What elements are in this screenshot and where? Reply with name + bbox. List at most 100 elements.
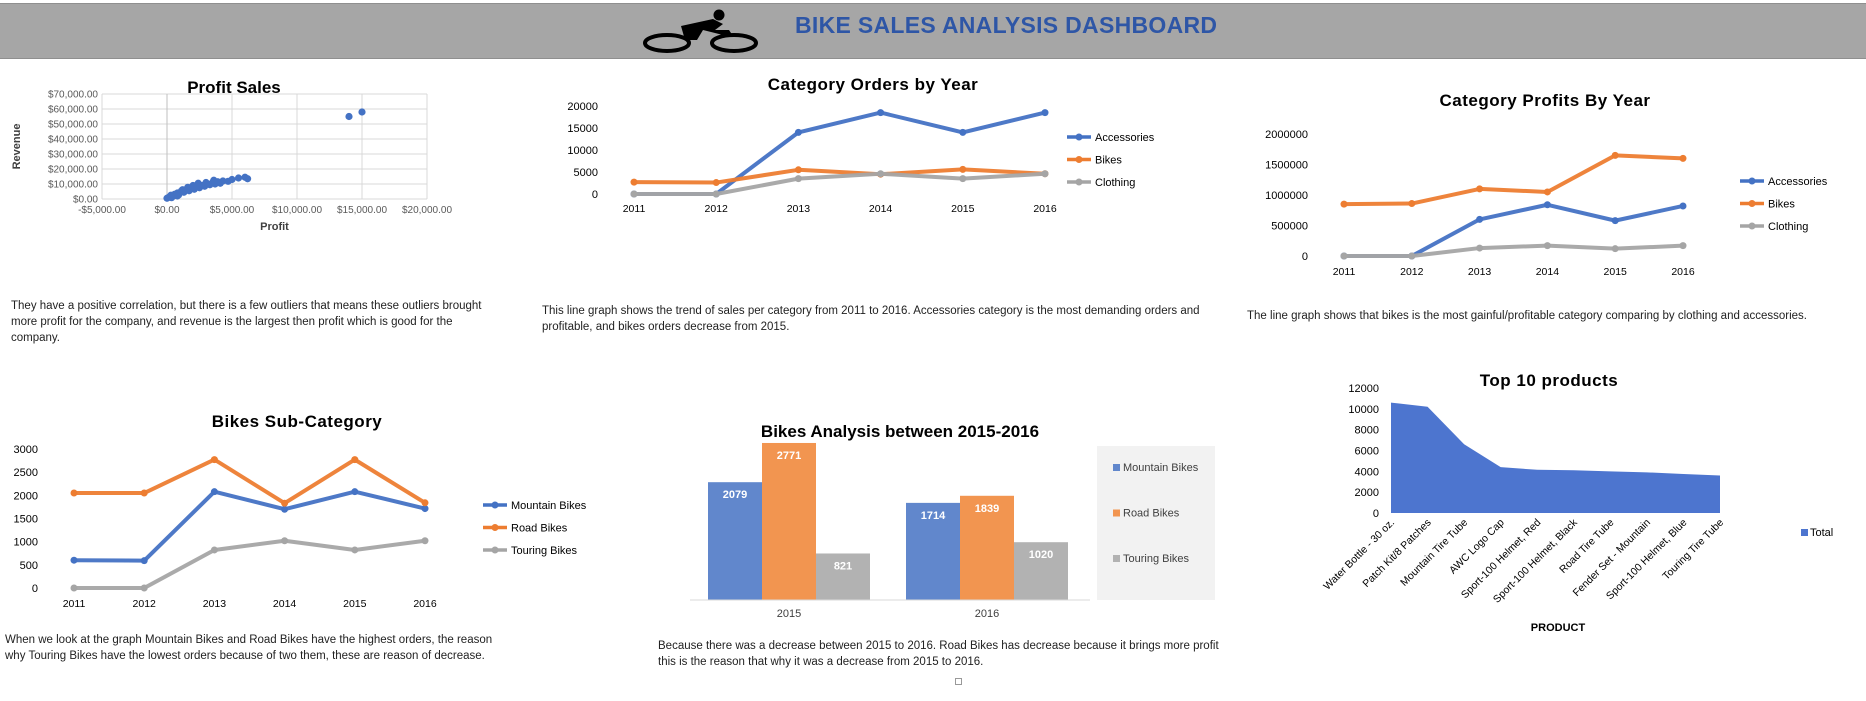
chart-title: Category Profits By Year <box>1439 91 1650 110</box>
series-marker <box>281 505 289 513</box>
series-marker <box>1543 188 1551 196</box>
x-tick-label: 2012 <box>133 598 157 610</box>
data-point <box>179 186 187 194</box>
y-tick-label: $30,000.00 <box>48 150 98 161</box>
data-point <box>358 108 366 116</box>
chart-title: Top 10 products <box>1480 371 1618 390</box>
series-marker <box>421 505 429 513</box>
x-tick-label: 2011 <box>623 203 646 215</box>
legend-label: Bikes <box>1768 199 1795 211</box>
bar <box>816 553 870 600</box>
x-tick-label: Patch Kit/8 Patches <box>1360 517 1433 590</box>
x-tick-label: 2011 <box>1333 266 1356 278</box>
legend-label: Touring Bikes <box>1123 553 1190 565</box>
category-profits-chart: Category Profits By Year 0 500000 1000000 15… <box>1265 91 1828 278</box>
legend-label: Total <box>1810 527 1833 539</box>
y-tick-label: $0.00 <box>73 195 98 206</box>
legend-label: Clothing <box>1095 177 1135 189</box>
series-marker <box>351 488 359 496</box>
series-marker <box>1476 185 1484 193</box>
y-tick-label: $40,000.00 <box>48 135 98 146</box>
x-tick-label: 2015 <box>1604 266 1628 278</box>
legend-label: Mountain Bikes <box>511 500 587 512</box>
series-marker <box>959 128 967 136</box>
series-marker <box>1340 200 1348 208</box>
y-tick-label: 0 <box>1302 251 1308 263</box>
y-tick-label: 2000 <box>1355 487 1379 499</box>
chart-title: Bikes Analysis between 2015-2016 <box>761 422 1039 441</box>
legend-marker <box>491 546 499 554</box>
x-tick-label: 2014 <box>869 203 893 215</box>
data-point <box>234 174 243 182</box>
x-tick-label: -$5,000.00 <box>78 205 126 216</box>
y-tick-label: 1500000 <box>1265 160 1308 172</box>
legend-swatch <box>1801 529 1808 536</box>
x-tick-label: 2013 <box>203 598 227 610</box>
x-tick-label: $0.00 <box>154 205 179 216</box>
legend-label: Mountain Bikes <box>1123 462 1199 474</box>
category-orders-description: This line graph shows the trend of sales… <box>542 305 1200 333</box>
selection-handle[interactable] <box>955 678 962 685</box>
bikes-subcategory-description: When we look at the graph Mountain Bikes… <box>5 634 493 662</box>
x-tick-label: 2016 <box>975 608 999 620</box>
bar <box>906 502 960 600</box>
x-tick-label: 2011 <box>63 598 86 610</box>
chart-title: Profit Sales <box>187 78 281 97</box>
data-point <box>219 177 227 185</box>
y-tick-label: 500 <box>20 560 38 572</box>
top-products-chart: Top 10 products 0 2000 4000 6000 8000 10000 120… <box>1321 371 1833 634</box>
series-marker <box>1611 151 1619 159</box>
legend-marker <box>491 524 499 531</box>
legend-label: Touring Bikes <box>511 545 578 557</box>
y-tick-label: $70,000.00 <box>48 90 98 101</box>
series-marker <box>210 456 218 464</box>
series-marker <box>281 499 289 507</box>
profit-sales-description: They have a positive correlation, but th… <box>11 300 482 344</box>
x-tick-label: 2016 <box>413 598 437 610</box>
x-axis-label: PRODUCT <box>1531 622 1586 634</box>
x-tick-label: $15,000.00 <box>337 205 387 216</box>
bar-value-label: 2079 <box>723 489 747 501</box>
series-marker <box>877 109 885 117</box>
y-tick-label: 2000 <box>14 490 38 502</box>
series-marker <box>959 175 967 183</box>
legend-label: Road Bikes <box>511 523 568 535</box>
x-tick-label: $20,000.00 <box>402 205 452 216</box>
series-marker <box>140 489 148 497</box>
category-orders-chart: Category Orders by Year 0 5000 10000 15000 20… <box>567 75 1155 215</box>
series-marker <box>70 489 78 497</box>
y-tick-label: 8000 <box>1355 425 1379 437</box>
legend-swatch <box>1113 555 1120 562</box>
bar-value-label: 821 <box>834 560 852 572</box>
x-tick-label: 2014 <box>273 598 297 610</box>
series-marker <box>877 170 885 178</box>
x-tick-label: 2016 <box>1033 203 1057 215</box>
y-tick-label: 4000 <box>1355 466 1379 478</box>
bikes-subcategory-chart: Bikes Sub-Category 0 500 1000 1500 2000 2500 30… <box>14 412 587 610</box>
legend-marker <box>1075 133 1083 141</box>
x-tick-label: 2014 <box>1536 266 1560 278</box>
series-marker <box>351 456 359 464</box>
series-line <box>632 171 1047 196</box>
area-series <box>1391 402 1720 513</box>
data-point <box>345 112 353 121</box>
chart-title: Bikes Sub-Category <box>212 412 383 431</box>
series-marker <box>210 488 218 496</box>
data-point <box>210 176 218 184</box>
y-tick-label: $50,000.00 <box>48 120 98 131</box>
series-line <box>632 167 1047 185</box>
legend-label: Bikes <box>1095 155 1122 167</box>
y-tick-label: 20000 <box>567 101 598 113</box>
series-marker <box>1679 154 1687 162</box>
legend-marker <box>1748 222 1756 230</box>
y-tick-label: 3000 <box>14 444 38 456</box>
x-tick-label: 2015 <box>777 608 801 620</box>
legend-label: Accessories <box>1095 132 1155 144</box>
bar <box>762 442 816 600</box>
legend-marker <box>1075 156 1083 163</box>
cyclist-icon <box>643 9 758 53</box>
legend-swatch <box>1113 464 1120 471</box>
series-marker <box>959 165 967 173</box>
y-tick-label: 1000000 <box>1265 190 1308 202</box>
y-tick-label: 6000 <box>1355 446 1379 458</box>
